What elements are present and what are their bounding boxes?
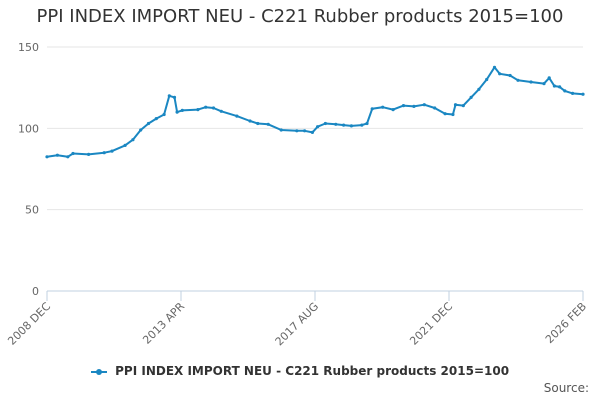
data-point[interactable] [323,121,327,126]
data-point[interactable] [516,78,520,82]
x-axis: 2008 DEC 2013 APR 2017 AUG 2021 DEC 2026 FEB [5,290,589,349]
data-point[interactable] [279,128,283,132]
data-point[interactable] [162,112,166,117]
data-point[interactable] [492,65,497,69]
data-point[interactable] [412,104,416,108]
data-point[interactable] [235,114,239,118]
data-point[interactable] [154,117,158,121]
data-point[interactable] [66,155,70,159]
data-point[interactable] [180,108,184,112]
data-point[interactable] [365,121,369,126]
chart-title: PPI INDEX IMPORT NEU - C221 Rubber produ… [36,6,564,27]
data-point[interactable] [485,77,489,82]
data-point[interactable] [248,119,252,123]
data-point[interactable] [498,72,502,76]
series-group [45,65,585,159]
data-point[interactable] [391,108,395,112]
data-point[interactable] [571,91,575,95]
data-point[interactable] [139,128,143,132]
data-point[interactable] [131,138,135,142]
y-tick-label: 50 [25,204,39,217]
data-point[interactable] [401,104,406,108]
x-tick-label: 2013 APR [140,300,187,347]
data-point[interactable] [45,155,49,159]
data-point[interactable] [71,151,75,156]
data-point[interactable] [316,125,320,129]
data-point[interactable] [360,123,364,127]
data-point[interactable] [349,124,353,128]
x-tick-label: 2017 AUG [273,300,322,349]
data-point[interactable] [310,130,314,134]
data-point[interactable] [451,112,455,117]
data-point[interactable] [102,151,106,155]
y-tick-label: 150 [18,41,39,54]
data-point[interactable] [453,103,458,107]
data-point[interactable] [211,106,216,110]
data-point[interactable] [370,107,374,111]
data-point[interactable] [256,121,260,126]
data-point[interactable] [443,112,447,116]
legend[interactable]: PPI INDEX IMPORT NEU - C221 Rubber produ… [0,364,600,378]
data-point[interactable] [175,110,179,114]
data-point[interactable] [303,129,307,133]
data-point[interactable] [422,103,426,107]
data-point[interactable] [563,89,567,93]
data-point[interactable] [433,106,437,110]
series-line[interactable] [46,66,584,158]
data-point[interactable] [55,153,60,157]
data-point[interactable] [146,121,151,126]
data-point[interactable] [334,122,338,126]
x-tick-label: 2008 DEC [5,300,53,348]
data-point[interactable] [381,105,385,109]
data-point[interactable] [123,143,127,147]
data-point[interactable] [461,104,465,108]
data-point[interactable] [542,82,546,86]
data-point[interactable] [167,94,171,98]
data-point[interactable] [204,105,208,109]
data-point[interactable] [196,108,200,112]
data-point[interactable] [581,92,585,96]
data-point[interactable] [219,109,223,113]
data-point[interactable] [110,149,114,153]
data-point[interactable] [508,73,512,78]
data-point[interactable] [477,87,481,91]
data-point[interactable] [552,84,557,88]
x-tick-label: 2021 DEC [407,300,455,348]
x-tick-label: 2026 FEB [543,300,589,346]
y-axis: 0 50 100 150 [18,41,39,298]
source-label: Source: [543,381,589,395]
data-point[interactable] [547,76,551,80]
data-point[interactable] [87,152,91,156]
y-tick-label: 0 [32,285,39,298]
data-point[interactable] [295,129,299,133]
legend-marker-icon [90,368,107,375]
data-point[interactable] [558,85,562,89]
legend-label: PPI INDEX IMPORT NEU - C221 Rubber produ… [115,364,510,378]
data-point[interactable] [342,123,346,127]
y-tick-label: 100 [18,122,39,135]
data-point[interactable] [469,95,473,99]
data-point[interactable] [529,80,533,84]
data-point[interactable] [266,122,270,126]
data-point[interactable] [172,95,177,99]
